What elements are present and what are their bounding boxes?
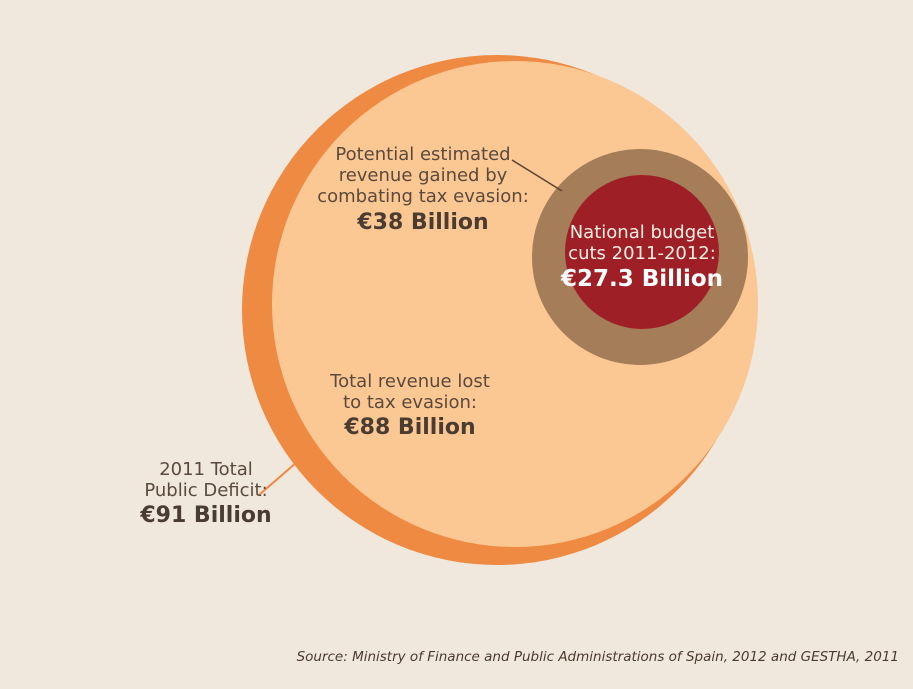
label-revenue-lost-line: Total revenue lost (330, 371, 490, 392)
value-budget-cuts: €27.3 Billion (561, 266, 723, 293)
label-potential-line: revenue gained by (338, 165, 508, 187)
value-public-deficit: €91 Billion (140, 503, 272, 529)
value-potential: €38 Billion (357, 209, 489, 235)
circle-national-budget-cuts (565, 175, 719, 329)
label-budget-cuts: National budget cuts 2011-2012: €27.3 Bi… (552, 222, 732, 294)
source-note: Source: Ministry of Finance and Public A… (296, 649, 899, 665)
label-public-deficit: 2011 Total Public Deficit: €91 Billion (126, 459, 286, 529)
label-budget-cuts-line: cuts 2011-2012: (568, 243, 716, 265)
label-public-deficit-line: 2011 Total (159, 459, 253, 480)
label-potential-line: Potential estimated (335, 144, 511, 165)
label-potential: Potential estimated revenue gained by co… (308, 144, 538, 236)
label-potential-line: combating tax evasion: (317, 186, 529, 208)
leader-line-potential (511, 159, 563, 192)
leader-line-deficit (258, 461, 298, 496)
label-public-deficit-line: Public Deficit: (144, 480, 268, 502)
label-revenue-lost-line: to tax evasion: (343, 392, 477, 414)
label-budget-cuts-line: National budget (569, 222, 715, 243)
label-revenue-lost: Total revenue lost to tax evasion: €88 B… (310, 371, 510, 441)
value-revenue-lost: €88 Billion (344, 415, 476, 441)
